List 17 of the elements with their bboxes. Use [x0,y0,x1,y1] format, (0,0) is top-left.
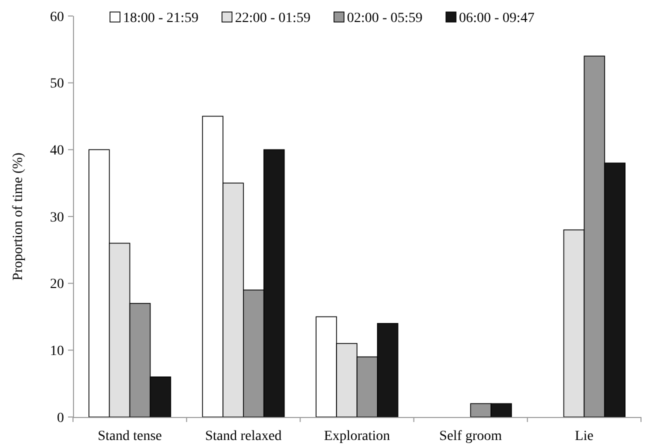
x-tick-label: Lie [574,429,594,444]
y-tick-label: 60 [50,10,64,25]
y-tick-label: 20 [50,277,64,292]
legend-label: 22:00 - 01:59 [235,10,310,26]
y-tick-label: 30 [50,210,64,226]
legend-label: 02:00 - 05:59 [347,10,422,26]
legend-label: 18:00 - 21:59 [123,10,198,26]
legend-label: 06:00 - 09:47 [459,10,534,26]
x-tick-label: Exploration [324,429,390,444]
x-tick-label: Stand relaxed [205,429,282,444]
y-tick-label: 0 [57,410,64,426]
y-tick-label: 10 [50,344,64,360]
y-tick-label: 50 [50,76,64,92]
x-tick-label: Self groom [439,429,502,444]
y-axis-title: Proportion of time (%) [11,152,26,280]
y-tick-label: 40 [50,144,64,159]
x-tick-label: Stand tense [98,429,162,444]
